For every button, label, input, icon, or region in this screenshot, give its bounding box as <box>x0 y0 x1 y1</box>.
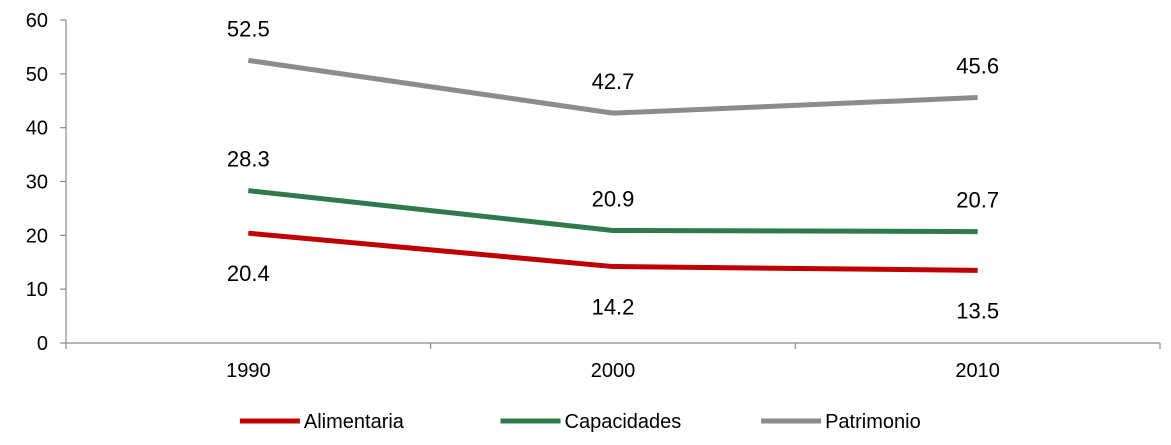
series-lines <box>247 57 978 273</box>
y-tick-label: 50 <box>26 64 48 86</box>
y-tick-label: 40 <box>26 118 48 140</box>
data-label-capacidades: 20.9 <box>592 186 635 211</box>
y-tick-label: 10 <box>26 279 48 301</box>
y-tick-label: 0 <box>37 333 48 355</box>
data-label-alimentaria: 20.4 <box>227 261 270 286</box>
data-label-patrimonio: 45.6 <box>956 54 999 79</box>
data-label-capacidades: 20.7 <box>956 188 999 213</box>
legend: Alimentaria Capacidades Patrimonio <box>239 411 921 433</box>
y-tick-label: 30 <box>26 172 48 194</box>
y-tick-label: 60 <box>26 10 48 32</box>
data-label-patrimonio: 42.7 <box>592 69 635 94</box>
legend-label-capacidades: Capacidades <box>565 411 682 433</box>
data-label-patrimonio: 52.5 <box>227 16 270 41</box>
axes: 0 10 20 30 40 50 60 1990 2000 2010 <box>26 10 1161 382</box>
legend-label-patrimonio: Patrimonio <box>825 411 921 433</box>
x-tick-label: 2010 <box>955 360 1000 382</box>
x-tick-label: 1990 <box>226 360 271 382</box>
y-tick-label: 20 <box>26 225 48 247</box>
data-labels: 20.4 14.2 13.5 28.3 20.9 20.7 52.5 42.7 45.6 <box>227 16 999 323</box>
legend-label-alimentaria: Alimentaria <box>304 411 405 433</box>
data-label-alimentaria: 13.5 <box>956 298 999 323</box>
x-tick-label: 2000 <box>591 360 636 382</box>
series-line-capacidades <box>248 188 978 235</box>
series-line-patrimonio <box>247 57 978 116</box>
data-label-alimentaria: 14.2 <box>592 295 635 320</box>
data-label-capacidades: 28.3 <box>227 147 270 172</box>
series-line-alimentaria <box>248 230 978 273</box>
